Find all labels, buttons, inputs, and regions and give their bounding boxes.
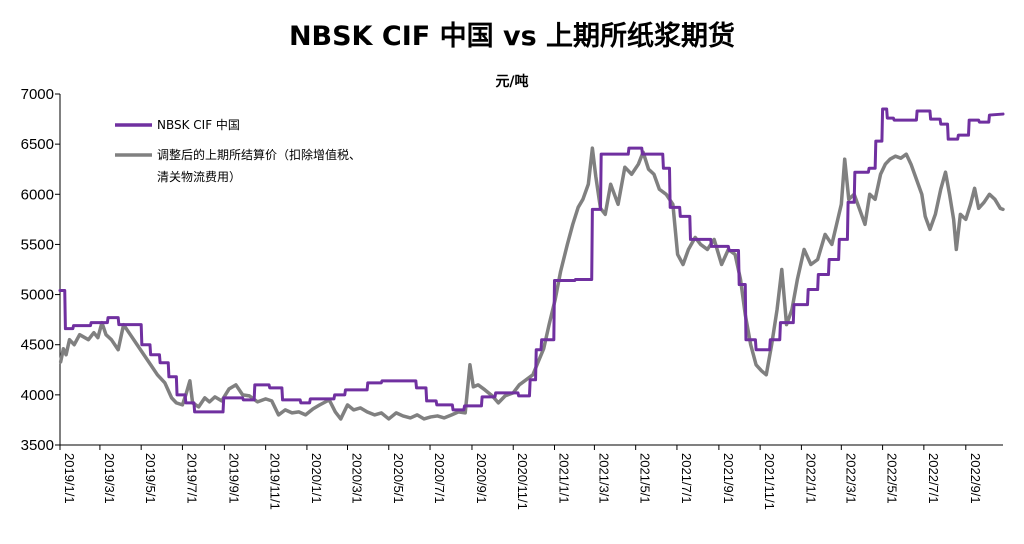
series-layer xyxy=(58,107,1005,421)
legend-label-adjusted-shfe: 调整后的上期所结算价（扣除增值税、清关物流费用） xyxy=(157,147,361,184)
legend-label-line1: 调整后的上期所结算价（扣除增值税、 xyxy=(157,147,361,162)
x-tick-label: 2022/7/1 xyxy=(926,453,941,504)
y-tick-label: 3500 xyxy=(21,437,54,454)
x-tick-label: 2021/11/1 xyxy=(762,453,777,510)
y-tick-label: 4500 xyxy=(21,337,54,354)
x-tick-label: 2019/7/1 xyxy=(184,453,199,504)
x-tick-label: 2020/11/1 xyxy=(515,453,530,510)
axes: 3500 4000 4500 5000 5500 6000 6500 7000 2019/1/1… xyxy=(21,86,1003,510)
y-axis-unit: 元/吨 xyxy=(495,73,528,90)
x-tick-label: 2019/5/1 xyxy=(143,453,158,504)
x-tick-label: 2020/9/1 xyxy=(474,453,489,504)
y-tick-label: 7000 xyxy=(21,86,54,103)
x-tick-label: 2021/3/1 xyxy=(596,453,611,504)
x-tick-label: 2019/1/1 xyxy=(62,453,77,504)
y-tick-label: 6000 xyxy=(21,186,54,203)
x-tick-label: 2019/11/1 xyxy=(268,453,283,510)
legend-label-nbsk-cif: NBSK CIF 中国 xyxy=(157,117,240,132)
y-tick-label: 5500 xyxy=(21,236,54,253)
y-tick-label: 5000 xyxy=(21,287,54,304)
legend-label-line2: 清关物流费用） xyxy=(157,170,241,184)
x-tick-label: 2020/7/1 xyxy=(432,453,447,504)
x-tick-label: 2022/5/1 xyxy=(885,453,900,504)
x-tick-label: 2021/7/1 xyxy=(679,453,694,504)
x-tick-label: 2022/1/1 xyxy=(803,453,818,504)
x-tick-label: 2021/1/1 xyxy=(557,453,572,504)
series-line-adjusted-shfe xyxy=(58,146,1005,421)
x-tick-label: 2019/3/1 xyxy=(102,453,117,504)
x-tick-label: 2019/9/1 xyxy=(226,453,241,504)
chart-title: NBSK CIF 中国 vs 上期所纸浆期货 xyxy=(289,20,735,52)
y-tick-label: 6500 xyxy=(21,136,54,153)
x-tick-label: 2020/1/1 xyxy=(309,453,324,504)
x-tick-label: 2021/9/1 xyxy=(721,453,736,504)
x-tick-label: 2022/3/1 xyxy=(843,453,858,504)
x-tick-label: 2020/5/1 xyxy=(391,453,406,504)
x-tick-label: 2021/5/1 xyxy=(638,453,653,504)
y-tick-label: 4000 xyxy=(21,387,54,404)
x-tick-label: 2020/3/1 xyxy=(350,453,365,504)
x-tick-label: 2022/9/1 xyxy=(968,453,983,504)
series-line-nbsk-cif xyxy=(58,107,1005,414)
